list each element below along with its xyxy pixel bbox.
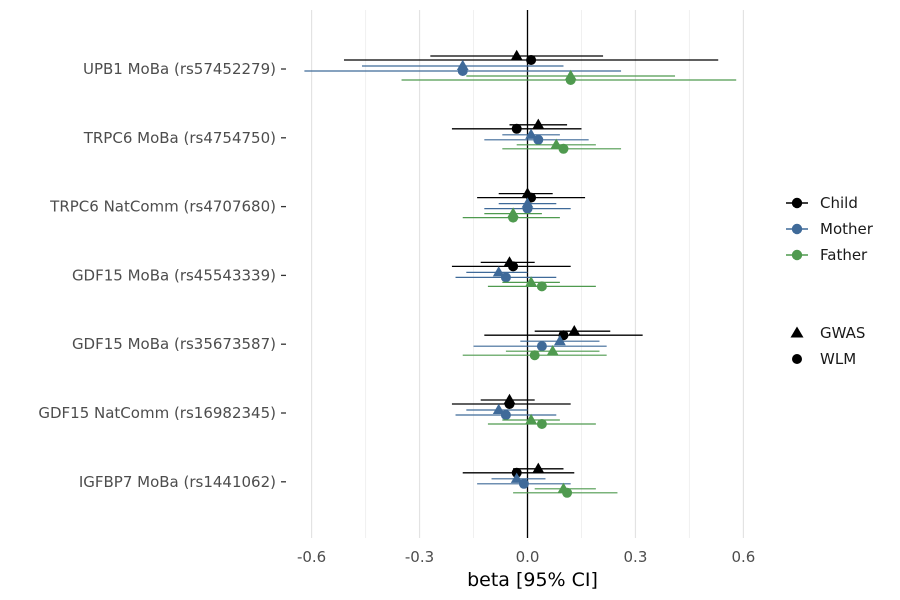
wlm-point [526,55,537,65]
plot-marks [304,49,737,498]
wlm-point [529,350,540,361]
gwas-point [553,335,566,346]
wlm-point [562,487,573,498]
wlm-point [508,212,519,223]
x-axis-title: beta [95% CI] [467,569,598,591]
gwas-point [532,462,545,473]
legend-key-point [791,197,803,209]
x-tick-label: -0.6 [297,548,326,566]
wlm-point [536,281,547,292]
legend-label: Mother [820,220,874,238]
y-tick-label: GDF15 NatComm (rs16982345) [38,404,276,422]
wlm-point [500,272,511,283]
wlm-point [536,419,547,429]
wlm-point [504,399,515,409]
y-tick-label: GDF15 MoBa (rs35673587) [72,335,276,353]
wlm-point [558,143,569,154]
legend-label: WLM [820,350,856,368]
gwas-point [525,128,537,139]
gwas-point [532,118,545,129]
wlm-point [508,261,519,272]
legend-label: Father [820,246,868,264]
gwas-point [568,325,581,336]
gwas-point [546,345,559,356]
x-axis-labels: -0.6 -0.3 0.0 0.3 0.6 [297,548,755,566]
wlm-point [518,478,529,489]
x-tick-label: 0.6 [731,548,755,566]
wlm-point [500,410,511,420]
wlm-point [522,203,533,214]
gwas-point [510,472,523,483]
wlm-point [457,66,468,76]
wlm-point [511,123,522,134]
wlm-point [565,75,576,85]
y-tick-label: GDF15 MoBa (rs45543339) [72,266,276,284]
y-tick-label: TRPC6 MoBa (rs4754750) [83,129,276,147]
shape-legend: GWAS WLM [790,324,865,368]
x-tick-label: -0.3 [405,548,434,566]
y-tick-label: IGFBP7 MoBa (rs1441062) [79,473,276,491]
gwas-point [492,266,505,277]
wlm-point [533,134,544,145]
y-tick-label: UPB1 MoBa (rs57452279) [83,60,276,78]
gwas-point [492,403,505,415]
x-tick-label: 0.3 [624,548,648,566]
colour-legend: Child Mother Father [786,194,874,264]
x-tick-label: 0.0 [516,548,540,566]
legend-circle [792,354,802,364]
wlm-point [536,341,547,352]
legend-key-point [791,249,803,261]
legend-triangle [790,326,804,338]
y-tick-label: TRPC6 NatComm (rs4707680) [49,198,276,216]
legend-label: Child [820,194,858,212]
legend-key-point [791,223,803,235]
gwas-point [510,49,523,61]
y-axis-labels: UPB1 MoBa (rs57452279) TRPC6 MoBa (rs4754… [38,60,286,491]
gwas-point [525,413,537,425]
gwas-point [525,276,537,287]
legend-label: GWAS [820,324,865,342]
